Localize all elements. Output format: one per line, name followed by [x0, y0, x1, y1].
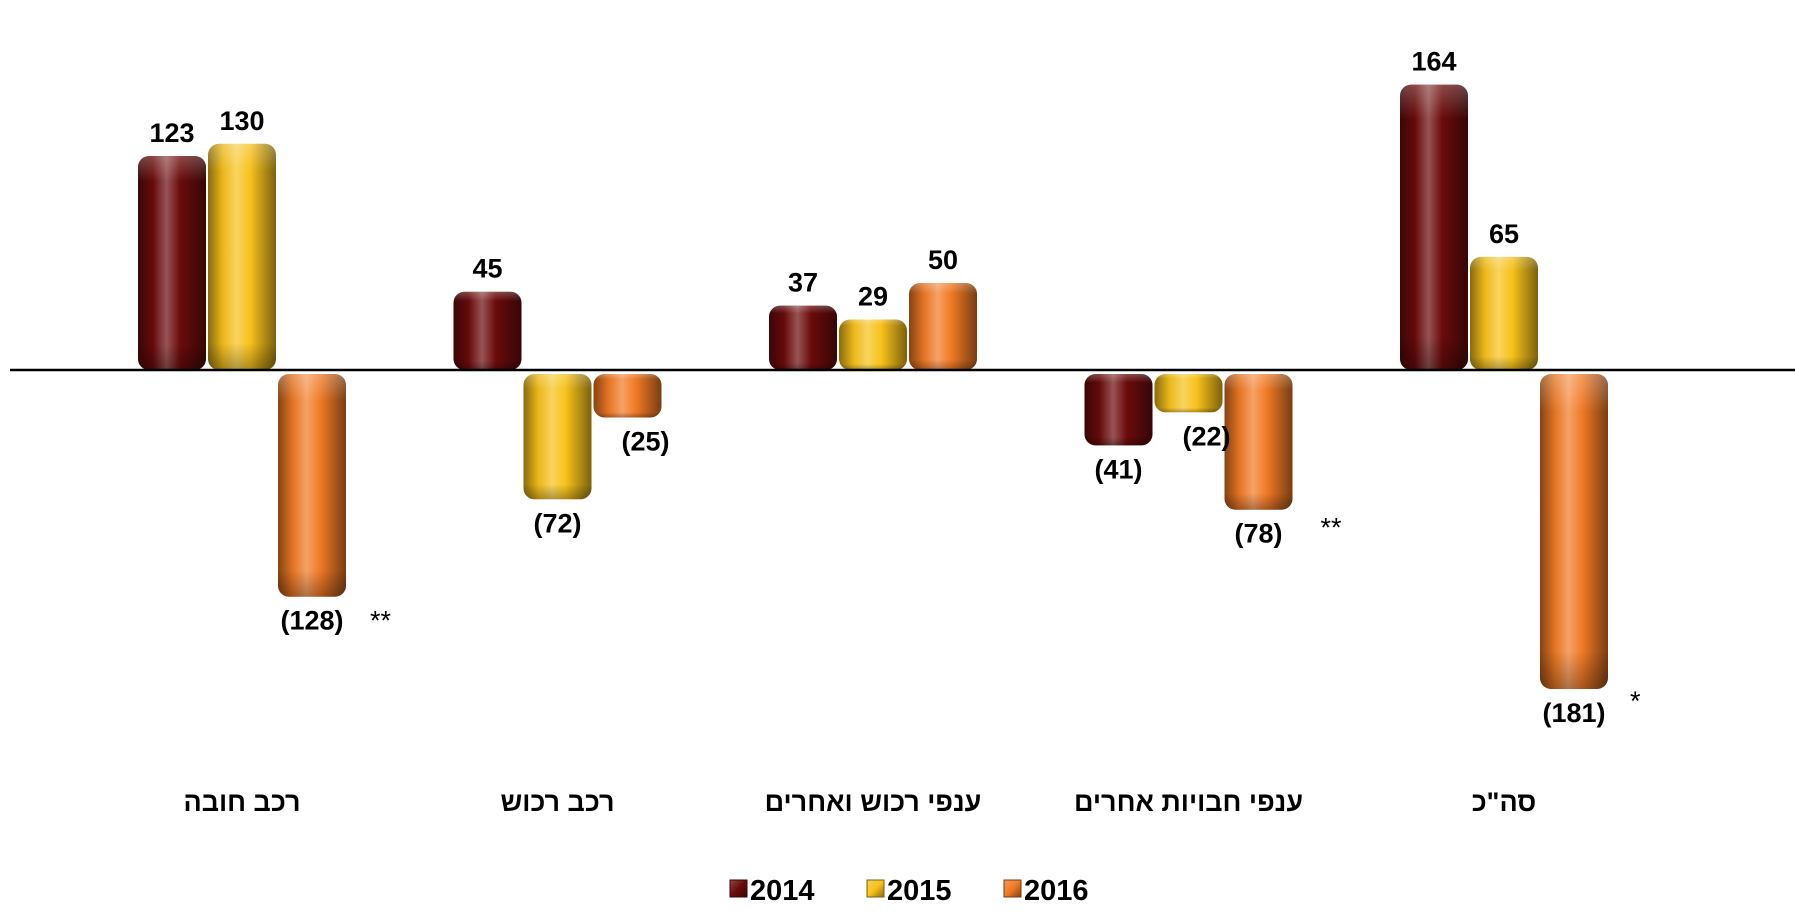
data-label: 45 [472, 254, 502, 284]
footnote-marker: ** [1321, 513, 1343, 543]
data-label: (128) [280, 606, 343, 636]
bar-shading [909, 283, 977, 370]
data-label: (25) [621, 427, 669, 457]
bar-shading [839, 319, 907, 370]
category-labels: רכב חובה רכב רכוש ענפי רכוש ואחרים ענפי חבו… [183, 787, 1536, 817]
bar-shading [453, 291, 522, 370]
data-label: 50 [928, 245, 958, 275]
bar-shading [1084, 374, 1153, 446]
footnote-marker: ** [370, 606, 392, 636]
data-label: (22) [1182, 421, 1230, 451]
legend-swatch [729, 879, 748, 898]
bar-shading [1470, 256, 1538, 370]
data-label: 130 [219, 106, 264, 136]
bars-layer [138, 84, 1608, 689]
category-label: סה"כ [1472, 787, 1537, 817]
category-label: ענפי חבויות אחרים [1074, 787, 1303, 817]
category-label: רכב רכוש [500, 787, 614, 817]
data-label: 164 [1411, 47, 1456, 77]
data-label: (181) [1542, 698, 1605, 728]
bar-shading [278, 374, 346, 597]
labels-layer: 123 130 (128) 45 (72) (25) 37 29 50 (41) (22) (78) 1… [149, 47, 1641, 728]
bar-shading [138, 155, 206, 370]
bar-shading [1224, 374, 1293, 510]
data-label: (72) [533, 508, 581, 538]
data-label: 123 [149, 118, 194, 148]
bar-shading [208, 143, 276, 370]
legend-label: 2015 [887, 875, 952, 907]
data-label: 37 [788, 268, 818, 298]
bar-shading [1400, 84, 1468, 370]
legend-label: 2016 [1024, 875, 1089, 907]
bar-shading [1154, 374, 1223, 413]
data-label: (41) [1094, 454, 1142, 484]
data-label: 65 [1489, 219, 1519, 249]
legend-swatch [1003, 879, 1022, 898]
legend: 2014 2015 2016 [729, 875, 1089, 907]
category-label: ענפי רכוש ואחרים [765, 787, 982, 817]
data-label: (78) [1234, 519, 1282, 549]
bar-shading [523, 374, 592, 500]
footnote-marker: * [1630, 686, 1641, 716]
bar-shading [1540, 374, 1608, 689]
category-label: רכב חובה [183, 787, 300, 817]
bar-shading [769, 305, 837, 370]
legend-swatch [866, 879, 885, 898]
data-label: 29 [858, 282, 888, 312]
bar-shading [593, 374, 662, 418]
legend-label: 2014 [750, 875, 815, 907]
